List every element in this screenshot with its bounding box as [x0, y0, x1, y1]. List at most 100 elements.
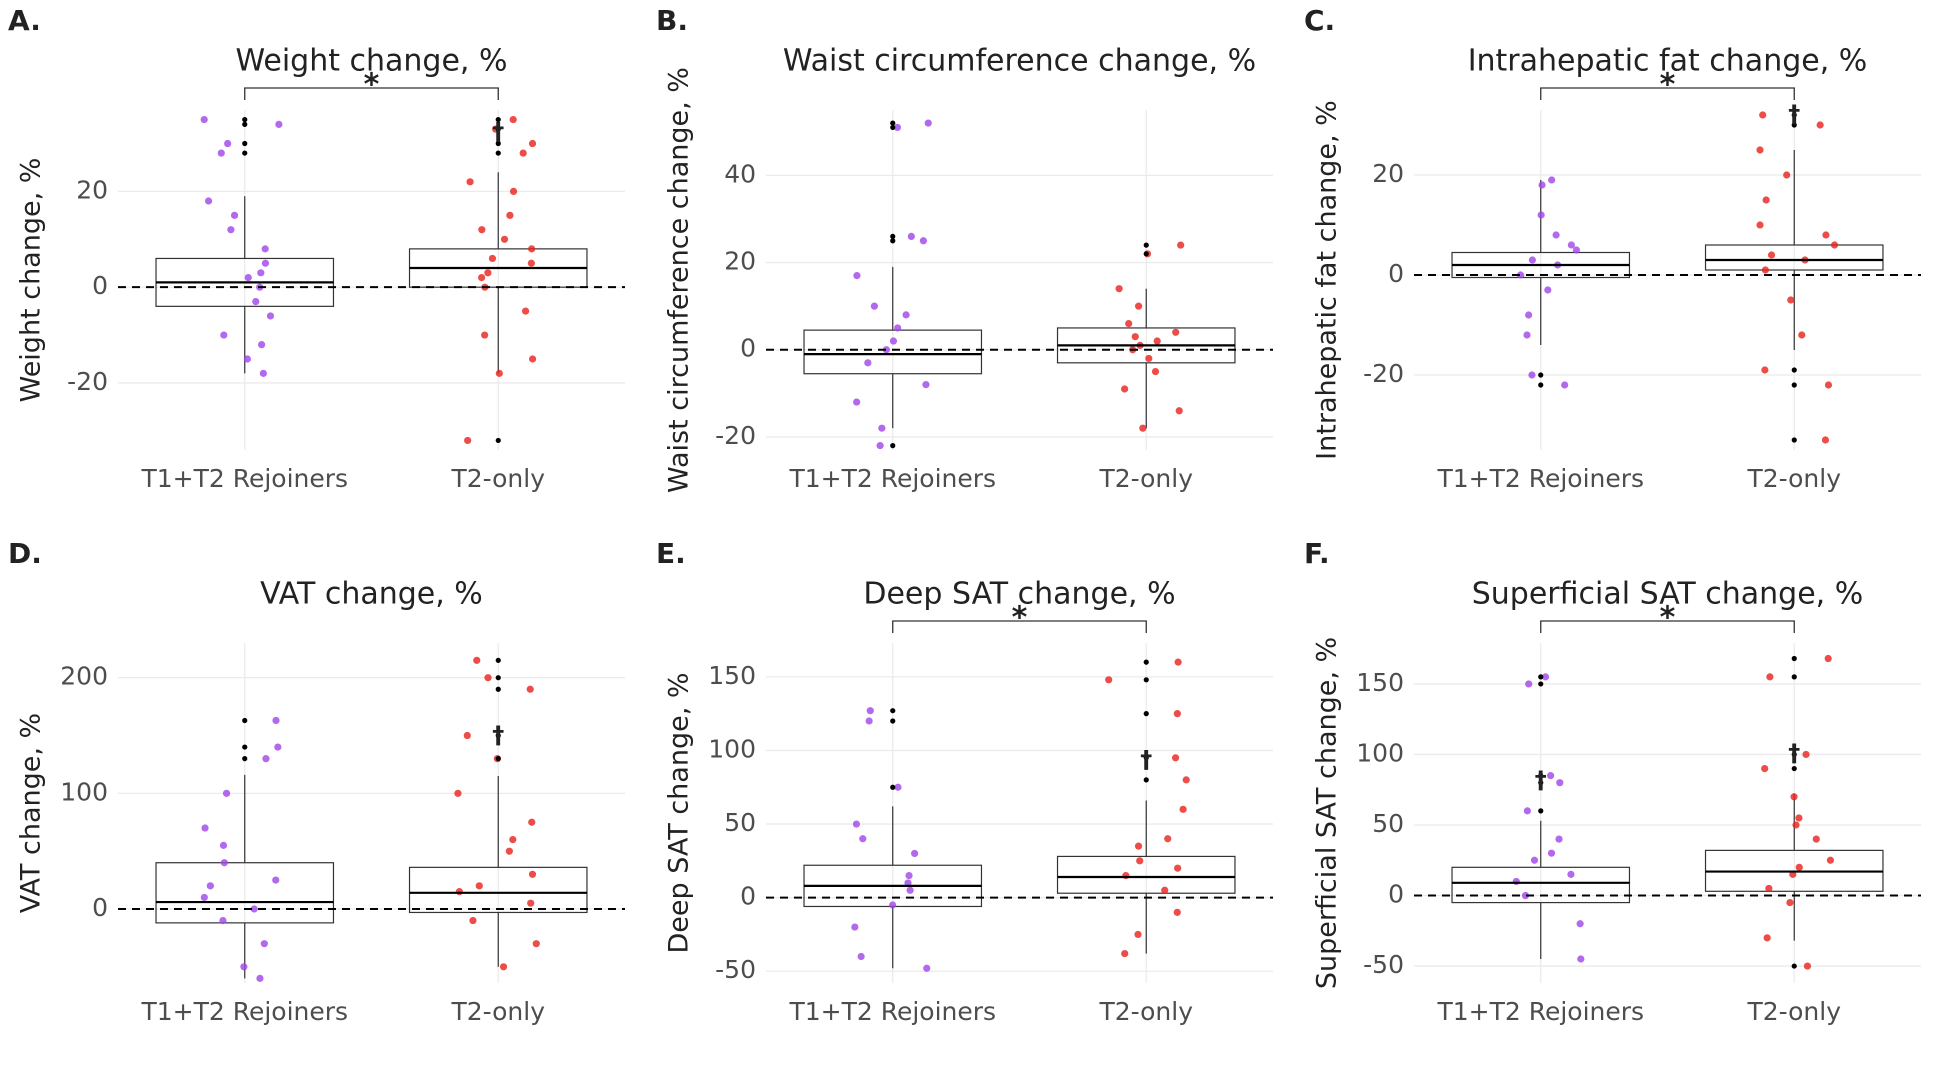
outlier [242, 717, 248, 724]
y-tick-label: 100 [1356, 738, 1404, 767]
point [1182, 776, 1190, 784]
point [252, 297, 260, 306]
point [1145, 354, 1153, 363]
point [1177, 241, 1185, 249]
point [1761, 266, 1769, 274]
point [894, 324, 902, 332]
point [882, 346, 890, 354]
box [408, 866, 588, 914]
point [1173, 908, 1181, 916]
outlier [495, 686, 501, 692]
point [200, 893, 208, 902]
x-tick-label: T1+T2 Rejoiners [1436, 997, 1644, 1026]
point [1761, 764, 1769, 773]
point [1538, 181, 1546, 189]
point [466, 178, 474, 186]
point [1105, 676, 1113, 684]
y-tick-label: 20 [76, 175, 108, 204]
point [519, 149, 527, 157]
point [1125, 319, 1133, 328]
point [528, 818, 536, 826]
outlier [495, 116, 501, 123]
point [484, 674, 492, 682]
box [1056, 855, 1236, 894]
point [1153, 337, 1161, 345]
point [894, 783, 902, 791]
outlier [495, 126, 501, 132]
outlier [495, 437, 501, 444]
point [219, 916, 227, 925]
y-axis-label: Intrahepatic fat change, % [1312, 100, 1343, 460]
point [532, 940, 540, 948]
point [911, 849, 919, 858]
point [906, 886, 914, 894]
point [1547, 772, 1555, 780]
point [1577, 955, 1585, 963]
point [1547, 849, 1556, 857]
point [1151, 367, 1160, 376]
panel-title: Superficial SAT change, % [1472, 577, 1864, 612]
panel-title: Deep SAT change, % [863, 577, 1175, 612]
point [509, 835, 517, 844]
y-tick-label: 150 [1356, 668, 1404, 697]
point [1171, 754, 1180, 762]
x-tick-label: T1+T2 Rejoiners [788, 464, 996, 493]
y-tick-label: 100 [60, 777, 108, 806]
y-tick-label: 40 [724, 159, 756, 188]
outlier [1143, 242, 1149, 248]
panel-label: B. [656, 4, 688, 37]
point [495, 369, 503, 377]
panel-label: A. [8, 4, 41, 37]
outlier [495, 732, 501, 739]
point [522, 307, 530, 315]
panel-label: C. [1304, 4, 1335, 37]
point [1161, 886, 1169, 894]
point [478, 226, 486, 234]
y-tick-label: -50 [715, 955, 756, 984]
dagger-mark: † [1788, 739, 1800, 767]
box [1451, 866, 1631, 904]
point [1576, 920, 1584, 928]
point [905, 871, 913, 880]
outlier [242, 116, 248, 123]
point [274, 743, 282, 751]
point [1790, 793, 1798, 801]
point [866, 707, 874, 715]
point [1756, 221, 1764, 229]
outlier [495, 140, 501, 147]
outlier [890, 718, 896, 724]
point [1759, 111, 1767, 119]
point [261, 259, 270, 267]
panel-label: E. [656, 537, 686, 570]
outlier [890, 708, 896, 714]
outlier [1538, 808, 1544, 814]
point [1528, 371, 1536, 379]
y-tick-label: 0 [740, 882, 756, 911]
point [853, 272, 861, 280]
point [473, 656, 481, 664]
point [275, 120, 283, 128]
point [500, 235, 509, 243]
point [240, 963, 248, 971]
outlier [1791, 382, 1797, 388]
point [220, 859, 228, 867]
x-tick-label: T2-only [450, 464, 545, 493]
point [1798, 331, 1806, 339]
significance-bracket [892, 620, 1147, 633]
outlier [1143, 777, 1149, 783]
dagger-mark: † [492, 721, 504, 749]
point [1561, 381, 1569, 389]
point [1756, 146, 1764, 154]
point [1548, 176, 1556, 184]
outlier [1791, 112, 1797, 118]
box [803, 329, 983, 375]
point [243, 355, 252, 363]
outlier [1791, 437, 1797, 443]
point [219, 841, 228, 849]
point [1830, 241, 1839, 249]
point [200, 115, 208, 124]
point [1136, 857, 1144, 865]
point [1761, 366, 1769, 374]
outlier [890, 120, 896, 126]
point [257, 269, 265, 277]
